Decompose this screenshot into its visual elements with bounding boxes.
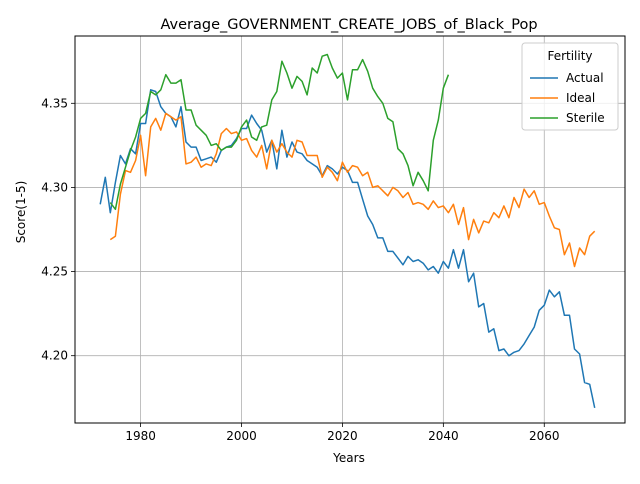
legend-label-actual: Actual [566,71,604,85]
chart-title: Average_GOVERNMENT_CREATE_JOBS_of_Black_… [160,17,537,33]
series-lines [99,53,596,409]
x-tick-label: 1980 [125,429,156,443]
legend-label-ideal: Ideal [566,91,595,105]
legend-box [521,42,619,131]
series-line-actual [99,89,596,409]
plot-frame [74,35,626,424]
x-axis-label: Years [332,451,365,465]
legend-label-sterile: Sterile [566,111,605,125]
y-tick-label: 4.35 [41,96,68,110]
legend-title: Fertility [547,49,592,63]
x-tick-label: 2060 [529,429,560,443]
legend: Fertility Actual Ideal Sterile [521,42,619,131]
axis-ticks: 1980 2000 2020 2040 2060 4.20 4.25 4.30 4.35 [41,96,559,443]
series-line-sterile [109,53,450,211]
y-tick-label: 4.30 [41,180,68,194]
y-tick-label: 4.20 [41,349,68,363]
legend-entries: Actual Ideal Sterile [530,71,605,125]
x-tick-label: 2020 [327,429,358,443]
y-axis-label: Score(1-5) [14,181,28,244]
series-line-ideal [109,112,596,268]
x-tick-label: 2000 [226,429,257,443]
x-tick-label: 2040 [428,429,459,443]
y-tick-label: 4.25 [41,265,68,279]
